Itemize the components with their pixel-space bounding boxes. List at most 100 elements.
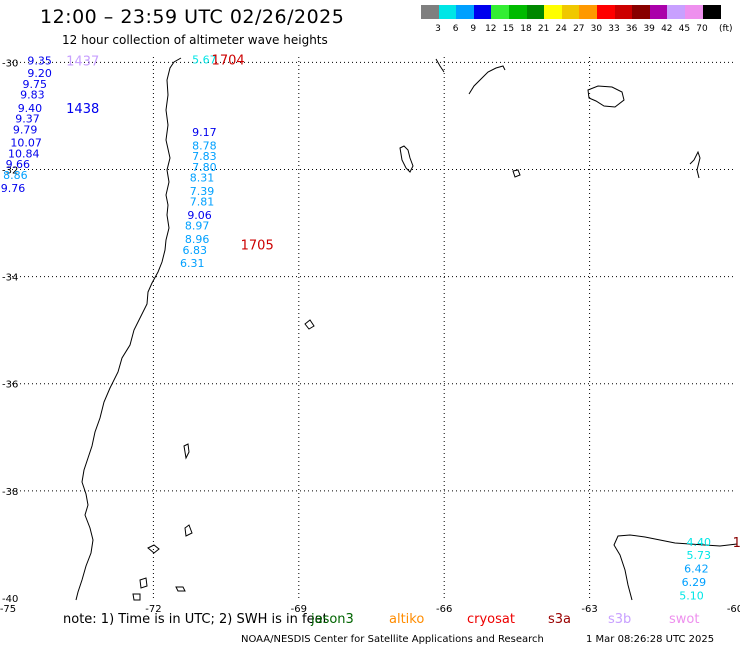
swh-value: 7.39 bbox=[190, 185, 215, 198]
lat-tick-label: -36 bbox=[2, 380, 18, 391]
swh-value: 9.83 bbox=[20, 88, 45, 101]
orbit-number: 1437 bbox=[66, 55, 99, 70]
altimeter-tracks: 9.35 14379.209.759.839.409.379.7910.0710.… bbox=[1, 54, 740, 603]
track: 9.178.787.837.808.317.397.819.068.978.96… bbox=[180, 126, 274, 270]
legend-swatch bbox=[685, 5, 703, 19]
satellite-label: cryosat bbox=[467, 612, 515, 627]
lon-tick-label: -69 bbox=[291, 604, 307, 615]
legend-swatch bbox=[632, 5, 651, 19]
legend-swatch bbox=[649, 5, 668, 19]
legend-label: 24 bbox=[555, 24, 567, 34]
track: 9.35 1437 bbox=[27, 55, 99, 70]
satellite-label: jason3 bbox=[311, 612, 354, 627]
legend-label: 39 bbox=[643, 24, 655, 34]
swh-value: 5.67 bbox=[192, 54, 217, 67]
coast-fragment bbox=[468, 65, 506, 95]
legend-swatch bbox=[456, 5, 475, 19]
swh-value: 9.17 bbox=[192, 126, 217, 139]
lon-tick-label: -66 bbox=[436, 604, 452, 615]
swh-value: 10.84 bbox=[8, 147, 40, 160]
swh-value: 8.97 bbox=[185, 220, 210, 233]
lake-outline bbox=[512, 169, 521, 178]
swh-value: 6.31 bbox=[180, 257, 205, 270]
legend-swatch bbox=[491, 5, 510, 19]
track: 4.405.736.426.295.10 1338 bbox=[679, 536, 740, 603]
swh-value: 9.06 bbox=[187, 209, 212, 222]
swh-value: 5.73 bbox=[687, 549, 712, 562]
legend-label: 70 bbox=[696, 24, 708, 34]
swh-value: 9.79 bbox=[13, 123, 37, 136]
chile-coastline bbox=[75, 57, 182, 601]
coast-fragment bbox=[435, 58, 445, 73]
swh-value: 7.80 bbox=[192, 161, 217, 174]
orbit-number: 1705 bbox=[241, 238, 274, 253]
lon-tick-label: -63 bbox=[581, 604, 597, 615]
orbit-number: 1438 bbox=[66, 102, 99, 117]
swh-value: 9.20 bbox=[27, 67, 51, 80]
legend-swatch bbox=[702, 5, 721, 19]
swh-value: 8.96 bbox=[185, 233, 210, 246]
satellite-label: s3a bbox=[548, 612, 572, 627]
legend-swatch bbox=[579, 5, 598, 19]
lon-tick-label: -60 bbox=[727, 604, 740, 615]
swh-value: 8.78 bbox=[192, 139, 217, 152]
lake-outline bbox=[399, 145, 414, 173]
lat-tick-label: -34 bbox=[2, 273, 18, 284]
axis-labels: -75 -72 -69 -66 -63 -60 -30 -32 -34 -36 -38 -40 bbox=[0, 58, 740, 615]
swh-value: 9.75 bbox=[23, 78, 48, 91]
swh-value: 9.35 bbox=[27, 55, 51, 68]
legend-label: 9 bbox=[470, 24, 477, 34]
lake-outline bbox=[304, 319, 315, 330]
legend-swatch bbox=[667, 5, 686, 19]
chart-title: 12:00 – 23:59 UTC 02/26/2025 bbox=[40, 6, 345, 28]
satellite-label: s3b bbox=[608, 612, 632, 627]
generated-timestamp: 1 Mar 08:26:28 UTC 2025 bbox=[586, 634, 715, 645]
legend-label: 12 bbox=[485, 24, 497, 34]
legend-label: 42 bbox=[661, 24, 673, 34]
credit-line: NOAA/NESDIS Center for Satellite Applica… bbox=[241, 634, 544, 645]
bay-outline bbox=[587, 85, 625, 108]
legend-label: 36 bbox=[625, 24, 638, 34]
legend-swatch bbox=[473, 5, 492, 19]
track: 9.209.759.839.409.379.7910.0710.849.668.… bbox=[1, 67, 100, 195]
legend-swatch bbox=[421, 5, 439, 19]
grid bbox=[8, 57, 735, 598]
swh-value: 5.10 bbox=[679, 589, 704, 602]
legend-swatch bbox=[614, 5, 633, 19]
legend-unit: (ft) bbox=[719, 24, 733, 34]
satellite-label: altiko bbox=[389, 612, 425, 627]
orbit-number: 1704 bbox=[212, 54, 245, 69]
swh-value: 7.81 bbox=[190, 196, 215, 209]
legend-label: 30 bbox=[590, 24, 603, 34]
argentina-coast bbox=[613, 534, 738, 601]
orbit-number: 1338 bbox=[733, 536, 740, 551]
swh-value: 9.37 bbox=[15, 113, 40, 126]
satellite-label: swot bbox=[669, 612, 700, 627]
legend-label: 15 bbox=[502, 24, 515, 34]
swh-value: 9.76 bbox=[1, 182, 26, 195]
legend-swatch bbox=[526, 5, 545, 19]
legend-label: 45 bbox=[678, 24, 691, 34]
swh-value: 8.86 bbox=[3, 169, 28, 182]
swh-value: 10.07 bbox=[10, 137, 42, 150]
swh-value: 6.42 bbox=[684, 563, 709, 576]
swh-value: 4.40 bbox=[687, 536, 712, 549]
swh-value: 7.83 bbox=[192, 150, 217, 163]
coast-fragment bbox=[689, 150, 701, 179]
swh-value: 9.40 bbox=[18, 102, 43, 115]
swh-value: 6.29 bbox=[682, 576, 707, 589]
lat-tick-label: -30 bbox=[2, 58, 18, 69]
legend-swatch bbox=[544, 5, 563, 19]
lat-tick-label: -32 bbox=[2, 165, 18, 176]
legend-label: 18 bbox=[520, 24, 532, 34]
legend-swatch bbox=[509, 5, 527, 19]
legend-swatch bbox=[561, 5, 580, 19]
lat-tick-label: -40 bbox=[2, 594, 18, 605]
swh-value: 6.83 bbox=[182, 244, 207, 257]
lon-tick-label: -72 bbox=[145, 604, 161, 615]
legend-label: 33 bbox=[608, 24, 620, 34]
swh-value: 9.66 bbox=[6, 158, 31, 171]
legend-label: 3 bbox=[435, 24, 441, 34]
